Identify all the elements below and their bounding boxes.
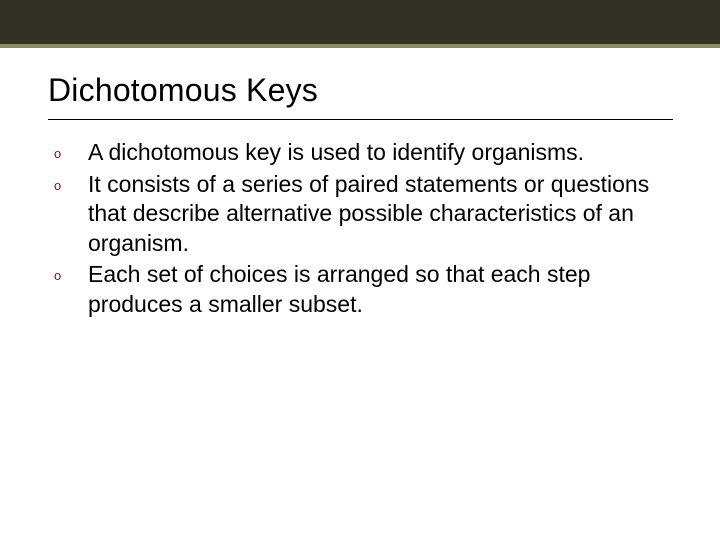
title-underline <box>48 119 673 120</box>
list-item: o Each set of choices is arranged so tha… <box>52 260 680 319</box>
bullet-marker-icon: o <box>52 138 88 168</box>
bullet-text: Each set of choices is arranged so that … <box>88 260 680 319</box>
bullet-list: o A dichotomous key is used to identify … <box>48 138 680 319</box>
top-accent-band <box>0 0 720 48</box>
bullet-text: It consists of a series of paired statem… <box>88 170 680 258</box>
list-item: o It consists of a series of paired stat… <box>52 170 680 258</box>
slide-title: Dichotomous Keys <box>48 72 680 109</box>
bullet-marker-icon: o <box>52 170 88 200</box>
slide-content: Dichotomous Keys o A dichotomous key is … <box>0 48 720 319</box>
list-item: o A dichotomous key is used to identify … <box>52 138 680 168</box>
bullet-marker-icon: o <box>52 260 88 290</box>
bullet-text: A dichotomous key is used to identify or… <box>88 138 680 167</box>
